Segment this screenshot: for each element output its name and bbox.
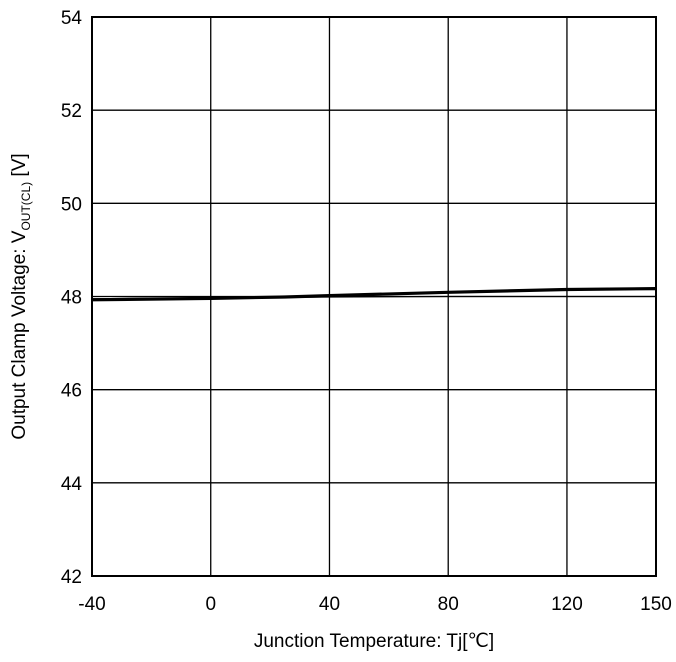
x-tick-label: 150 [640, 594, 672, 615]
y-tick-label: 42 [61, 567, 82, 588]
x-axis-label: Junction Temperature: Tj[℃] [254, 631, 494, 652]
y-tick-label: 48 [61, 288, 82, 309]
y-tick-label: 52 [61, 101, 82, 122]
y-tick-labels: 42 44 46 48 50 52 54 [61, 8, 83, 588]
plot-frame [91, 16, 657, 577]
y-tick-label: 54 [61, 8, 83, 29]
y-axis-label-prefix: Output Clamp Voltage: V [9, 230, 30, 439]
x-tick-label: 120 [551, 594, 583, 615]
y-tick-label: 50 [61, 194, 82, 215]
y-axis-label: Output Clamp Voltage: VOUT(CL) [V] [9, 153, 33, 439]
x-tick-label: 0 [205, 594, 216, 615]
y-axis-label-subscript: OUT(CL) [19, 182, 33, 231]
y-tick-label: 46 [61, 381, 82, 402]
x-tick-label: 40 [319, 594, 340, 615]
x-tick-labels: -40 0 40 80 120 150 [78, 594, 672, 615]
x-tick-label: 80 [438, 594, 459, 615]
series-group [91, 287, 657, 302]
y-axis-label-suffix: [V] [9, 153, 30, 182]
y-tick-label: 44 [61, 474, 83, 495]
grid-lines [92, 17, 656, 576]
x-tick-label: -40 [78, 594, 105, 615]
series-line-2 [91, 295, 656, 300]
